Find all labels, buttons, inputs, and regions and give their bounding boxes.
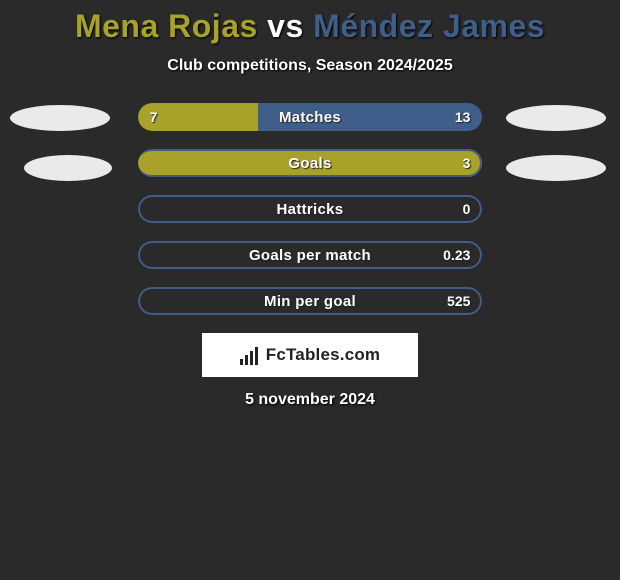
comparison-container: Mena Rojas vs Méndez James Club competit… (0, 0, 620, 417)
stat-bar: Goals3 (138, 149, 483, 177)
stat-bar: Hattricks0 (138, 195, 483, 223)
avatar-placeholder-icon (10, 105, 110, 131)
stat-bar: Goals per match0.23 (138, 241, 483, 269)
brand-badge[interactable]: FcTables.com (202, 333, 418, 377)
title-player-left: Mena Rojas (75, 8, 258, 44)
bar-label: Goals per match (138, 247, 483, 264)
subtitle: Club competitions, Season 2024/2025 (10, 57, 610, 75)
bar-value-right: 525 (447, 293, 470, 309)
bar-value-right: 13 (455, 109, 471, 125)
title-player-right: Méndez James (313, 8, 545, 44)
avatar-placeholder-icon (24, 155, 112, 181)
date-label: 5 november 2024 (10, 391, 610, 409)
title-vs: vs (267, 8, 313, 44)
comparison-row: 7Matches13 Goals3 Hattricks0 Goals per matc… (10, 103, 610, 315)
bar-value-right: 0.23 (443, 247, 470, 263)
bars-icon (240, 345, 260, 365)
right-ovals-col (500, 103, 610, 181)
avatar-placeholder-icon (506, 105, 606, 131)
stat-bar: Min per goal525 (138, 287, 483, 315)
bar-value-right: 3 (463, 155, 471, 171)
left-ovals-col (10, 103, 120, 181)
bar-label: Goals (138, 155, 483, 172)
stat-bars: 7Matches13 Goals3 Hattricks0 Goals per matc… (138, 103, 483, 315)
page-title: Mena Rojas vs Méndez James (10, 8, 610, 45)
bar-label: Hattricks (138, 201, 483, 218)
brand-text: FcTables.com (266, 345, 381, 365)
bar-label: Min per goal (138, 293, 483, 310)
bar-label: Matches (138, 109, 483, 126)
stat-bar: 7Matches13 (138, 103, 483, 131)
avatar-placeholder-icon (506, 155, 606, 181)
bar-value-right: 0 (463, 201, 471, 217)
